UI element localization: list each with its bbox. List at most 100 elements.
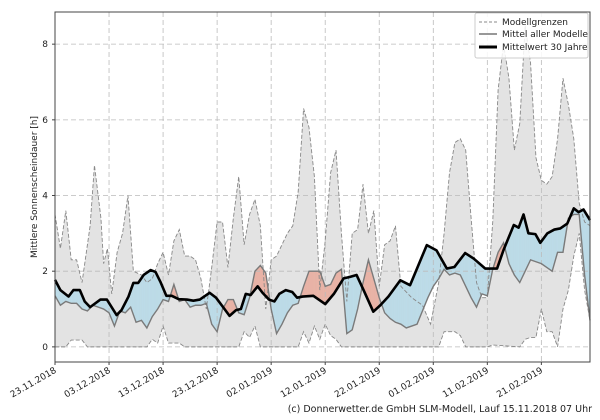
below-average-fill [404,282,407,329]
below-average-fill [284,289,287,319]
below-average-fill [474,259,477,308]
below-average-fill [543,235,546,267]
below-average-fill [148,270,150,326]
above-average-fill [260,264,262,293]
below-average-fill [393,286,396,323]
model-mean-line [54,213,591,336]
below-average-fill [349,276,352,333]
below-average-fill [388,293,391,319]
below-average-fill [143,273,146,327]
above-average-fill [368,259,370,304]
below-average-fill [518,224,520,284]
below-average-fill [350,275,353,332]
below-average-fill [415,268,418,325]
below-average-fill [397,280,400,324]
below-average-fill [426,245,429,302]
above-average-fill [315,270,318,299]
x-axis: 23.11.2018 03.12.2018 13.12.2018 23.12.2018… [9,362,545,400]
y-tick-label: 4 [42,192,48,202]
below-average-fill [412,274,415,326]
below-average-fill [472,257,475,304]
below-average-fill [150,269,153,320]
x-tick-label: 23.11.2018 [9,366,59,401]
below-average-fill [422,252,425,311]
below-average-fill [546,232,549,269]
below-average-fill [408,284,411,328]
x-tick-label: 03.12.2018 [63,366,113,401]
below-average-fill [395,284,398,324]
below-average-fill [352,275,354,330]
below-average-fill [527,230,530,266]
below-average-fill [531,233,534,262]
x-tick-label: 22.01.2019 [333,366,383,401]
below-average-fill [104,299,107,312]
y-tick-label: 0 [42,343,48,353]
below-average-fill [484,267,487,296]
below-average-fill [139,277,142,322]
below-average-fill [481,265,484,295]
x-tick-label: 21.02.2019 [495,366,545,401]
above-average-fill [257,266,260,289]
plot-frame [54,11,591,363]
below-average-fill [281,291,284,325]
below-average-fill [477,261,480,304]
above-average-fill [312,270,315,297]
below-average-fill [466,253,469,293]
below-average-fill [462,253,465,284]
below-average-fill [464,253,466,287]
below-average-fill [142,274,145,325]
x-tick-label: 11.02.2019 [441,366,491,401]
below-average-fill [156,273,158,312]
above-average-fill [311,270,314,297]
below-average-fill [396,282,399,324]
x-tick-label: 23.12.2018 [171,366,221,401]
below-average-fill [522,214,525,277]
below-average-fill [133,282,135,319]
below-average-fill [76,289,79,306]
below-average-fill [511,226,514,273]
below-average-fill [430,246,433,293]
below-average-fill [514,224,516,278]
below-average-fill [391,290,393,321]
below-average-fill [434,249,437,286]
below-average-fill [560,227,562,253]
below-average-fill [550,230,553,272]
below-average-fill [512,224,515,276]
below-average-fill [346,277,349,335]
lower-bound-line [55,233,591,348]
below-average-fill [545,233,547,268]
x-tick-label: 12.01.2019 [279,366,329,401]
below-average-fill [75,289,77,304]
below-average-fill [435,249,438,284]
below-average-fill [530,233,533,261]
below-average-fill [135,282,138,323]
below-average-fill [276,295,279,335]
above-average-fill [310,270,312,297]
y-axis: 0 2 4 6 8 [42,40,55,353]
below-average-fill [516,226,519,282]
below-average-fill [406,282,408,329]
y-tick-label: 8 [42,40,48,50]
below-average-fill [549,231,552,271]
below-average-fill [547,231,550,270]
below-average-fill [146,271,149,329]
below-average-fill [529,233,531,263]
below-average-fill [141,275,144,323]
below-average-fill [479,262,481,301]
legend-label: Mittelwert 30 Jahre [502,43,588,53]
below-average-fill [77,289,80,307]
below-average-fill [73,289,76,304]
below-average-fill [285,289,288,316]
below-average-fill [100,299,103,309]
below-average-fill [469,255,472,298]
climate-mean-line [53,207,592,318]
below-average-fill [212,295,215,329]
below-average-fill [470,256,473,301]
below-average-fill [353,275,356,325]
below-average-fill [423,248,426,308]
below-average-fill [149,269,152,323]
below-average-fill [211,293,214,327]
below-average-fill [429,246,431,295]
below-average-fill [519,220,522,283]
